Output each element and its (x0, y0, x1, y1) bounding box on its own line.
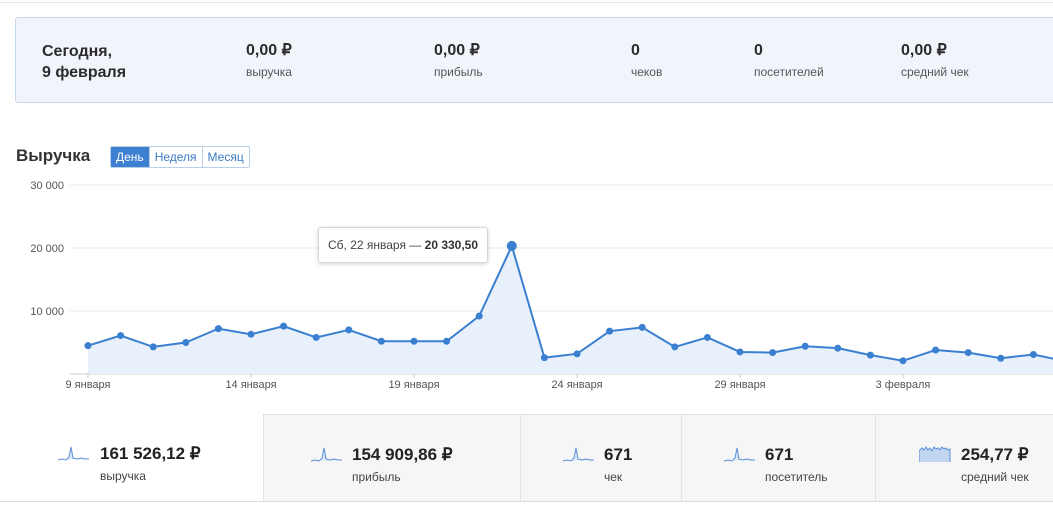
today-profit-value: 0,00 ₽ (434, 42, 480, 59)
chart-tooltip: Сб, 22 января — 20 330,50 (318, 227, 489, 263)
today-title-line1: Сегодня, (42, 43, 113, 60)
today-revenue-label: выручка (246, 65, 292, 79)
period-month-button[interactable]: Месяц (201, 147, 249, 167)
total-visitors-card[interactable]: 671 посетитель (681, 414, 876, 501)
today-avg-check-label: средний чек (901, 65, 969, 79)
total-receipts-value: 671 (604, 445, 633, 464)
period-week-button[interactable]: Неделя (148, 147, 202, 167)
tooltip-value: 20 330,50 (424, 238, 479, 252)
total-visitors-label: посетитель (765, 470, 828, 484)
today-revenue-value: 0,00 ₽ (246, 42, 292, 59)
sparkline-icon (563, 447, 594, 462)
data-point (117, 332, 125, 340)
x-tick-label: 24 января (551, 379, 602, 391)
data-point (769, 349, 777, 357)
x-tick-label: 14 января (225, 379, 276, 391)
today-visitors-stat: 0 посетителей (754, 41, 824, 79)
data-point (606, 327, 614, 335)
data-point (671, 343, 679, 351)
data-point (638, 323, 646, 331)
data-point (280, 322, 288, 330)
sparkline-icon (58, 446, 89, 461)
today-receipts-label: чеков (631, 65, 663, 79)
data-point (866, 351, 874, 359)
data-point (801, 342, 809, 350)
today-visitors-value: 0 (754, 42, 763, 59)
totals-bar: 161 526,12 ₽ выручка 154 909,86 ₽ прибыл… (0, 414, 1053, 502)
today-avg-check-value: 0,00 ₽ (901, 42, 947, 59)
data-point (1029, 350, 1037, 358)
total-revenue-value: 161 526,12 ₽ (100, 444, 201, 463)
data-point (932, 346, 940, 354)
sparkline-area-icon (919, 446, 951, 462)
data-point (573, 350, 581, 358)
total-visitors-value: 671 (765, 445, 794, 464)
x-tick-label: 29 января (714, 379, 765, 391)
data-point (247, 330, 255, 338)
today-avg-check-stat: 0,00 ₽ средний чек (901, 41, 969, 79)
y-tick-label: 10 000 (30, 306, 64, 318)
sparkline-icon (311, 447, 342, 462)
data-point (182, 339, 190, 346)
period-day-button[interactable]: День (111, 147, 149, 167)
data-point (834, 344, 842, 352)
data-point (964, 349, 972, 357)
y-tick-label: 20 000 (30, 243, 64, 255)
data-point (149, 343, 157, 351)
sparkline-icon (724, 447, 755, 462)
today-title-line2: 9 февраля (42, 64, 127, 81)
data-point (410, 337, 418, 345)
total-revenue-card[interactable]: 161 526,12 ₽ выручка (0, 414, 264, 501)
revenue-chart: 30 000 20 000 10 000 9 января 14 января 19 ян… (30, 180, 1053, 391)
data-point (997, 354, 1005, 362)
data-point (443, 337, 451, 345)
top-divider (0, 2, 1053, 3)
data-point (736, 348, 744, 356)
data-point (475, 312, 483, 320)
data-point (377, 337, 385, 345)
today-receipts-stat: 0 чеков (631, 41, 662, 79)
total-receipts-label: чек (604, 470, 623, 484)
series-area (88, 245, 1053, 374)
today-profit-stat: 0,00 ₽ прибыль (434, 41, 483, 79)
today-summary-panel: Сегодня, 9 февраля 0,00 ₽ выручка 0,00 ₽… (15, 17, 1053, 103)
x-tick-label: 19 января (388, 379, 439, 391)
data-point (345, 326, 353, 334)
total-avg-check-value: 254,77 ₽ (961, 445, 1029, 464)
data-point (84, 342, 92, 350)
today-profit-label: прибыль (434, 65, 483, 79)
data-point (214, 325, 222, 333)
total-avg-check-card[interactable]: 254,77 ₽ средний чек (875, 414, 1053, 501)
total-avg-check-label: средний чек (961, 470, 1029, 484)
data-point (703, 333, 711, 341)
revenue-title: Выручка (16, 146, 91, 165)
total-profit-card[interactable]: 154 909,86 ₽ прибыль (263, 414, 521, 501)
today-receipts-value: 0 (631, 42, 640, 59)
tooltip-date: Сб, 22 января — (328, 238, 425, 252)
today-revenue-stat: 0,00 ₽ выручка (246, 41, 292, 79)
today-visitors-label: посетителей (754, 65, 824, 79)
data-point (312, 333, 320, 341)
x-tick-label: 3 февраля (876, 379, 931, 391)
today-date-title: Сегодня, 9 февраля (42, 41, 126, 83)
data-point (899, 357, 907, 365)
total-receipts-card[interactable]: 671 чек (520, 414, 682, 501)
total-profit-label: прибыль (352, 470, 401, 484)
total-profit-value: 154 909,86 ₽ (352, 445, 453, 464)
y-tick-label: 30 000 (30, 180, 64, 192)
data-point (540, 354, 548, 362)
x-tick-label: 9 января (66, 379, 111, 391)
highlighted-data-point (506, 240, 517, 251)
total-revenue-label: выручка (100, 469, 146, 483)
period-switcher: День Неделя Месяц (110, 146, 250, 168)
